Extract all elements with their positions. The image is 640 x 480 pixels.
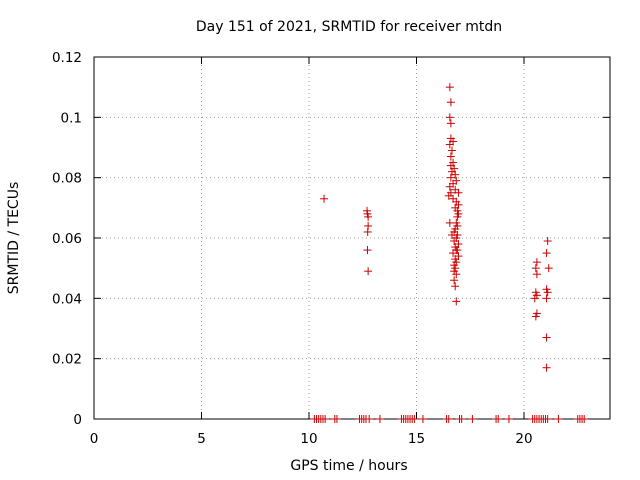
axes [93, 56, 611, 420]
y-tick-label: 0.02 [52, 352, 82, 368]
data-point [320, 194, 329, 203]
data-point [530, 294, 539, 303]
data-point [444, 415, 453, 423]
chart-title: Day 151 of 2021, SRMTID for receiver mtd… [196, 19, 502, 35]
grid-lines [94, 57, 610, 419]
y-tick-label: 0.08 [52, 171, 82, 187]
y-tick-label: 0.12 [52, 50, 82, 66]
data-point [449, 249, 458, 258]
tick-labels: 0 5 10 15 20 0 0.02 0.04 0.06 0.08 0.1 0.12 [52, 50, 533, 447]
data-point [554, 415, 563, 423]
data-point [363, 209, 372, 218]
data-point [418, 415, 427, 423]
data-point [450, 276, 459, 285]
data-point [332, 415, 341, 423]
data-point [363, 227, 372, 236]
data-point [452, 297, 461, 306]
data-point [544, 264, 553, 273]
data-point [444, 191, 453, 200]
data-point [543, 237, 552, 246]
data-point [445, 113, 454, 122]
y-tick-label: 0.06 [52, 231, 82, 247]
data-point [542, 294, 551, 303]
data-point [453, 212, 462, 221]
data-point [452, 270, 461, 279]
data-points [310, 83, 589, 423]
data-point [543, 288, 552, 297]
y-tick-label: 0.04 [52, 291, 82, 307]
data-point [543, 415, 552, 423]
data-point [542, 333, 551, 342]
data-point [451, 170, 460, 179]
data-point [532, 258, 541, 267]
plot-border [93, 56, 611, 420]
data-point [447, 146, 456, 155]
data-point [542, 363, 551, 372]
data-point [494, 415, 503, 423]
data-point [321, 415, 330, 423]
data-point [450, 237, 459, 246]
data-point [363, 246, 372, 255]
data-point [454, 188, 463, 197]
x-tick-label: 20 [515, 431, 532, 447]
data-point [449, 137, 458, 146]
x-tick-label: 15 [408, 431, 425, 447]
y-tick-label: 0 [73, 412, 82, 428]
y-axis-label: SRMTID / TECUs [6, 182, 22, 295]
y-tick-label: 0.1 [61, 110, 82, 126]
data-point [531, 264, 540, 273]
data-point [446, 98, 455, 107]
x-tick-label: 0 [90, 431, 99, 447]
data-point [447, 230, 456, 239]
data-point [446, 152, 455, 161]
data-point [468, 415, 477, 423]
x-tick-label: 5 [197, 431, 206, 447]
data-point [542, 249, 551, 258]
data-point [375, 415, 384, 423]
data-point [531, 312, 540, 321]
data-point [445, 83, 454, 92]
data-point [580, 415, 589, 423]
data-point [446, 173, 455, 182]
data-point [504, 415, 513, 423]
data-point [364, 267, 373, 276]
data-point [457, 415, 466, 423]
data-point [451, 282, 460, 291]
data-point [365, 415, 374, 423]
x-tick-label: 10 [300, 431, 317, 447]
x-axis-label: GPS time / hours [290, 458, 407, 474]
data-point [410, 415, 419, 423]
data-point [446, 119, 455, 128]
data-point [532, 270, 541, 279]
data-point [445, 182, 454, 191]
